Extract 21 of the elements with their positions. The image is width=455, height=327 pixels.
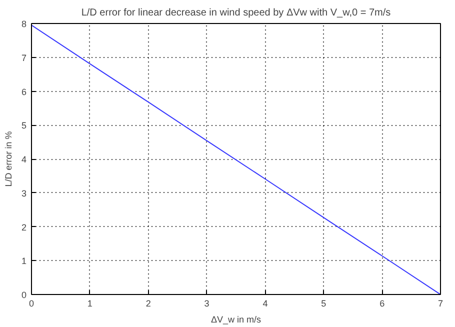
y-tick-label: 7 <box>21 52 27 63</box>
x-tick-label: 4 <box>262 298 268 308</box>
chart-title: L/D error for linear decrease in wind speed by ΔVw with V_w,0 = 7m/s <box>81 8 391 18</box>
y-tick-label: 6 <box>21 86 27 97</box>
x-tick-label: 3 <box>204 298 210 308</box>
x-tick-label: 0 <box>28 298 34 308</box>
y-tick-label: 2 <box>21 222 27 232</box>
x-axis-title: ΔV_w in m/s <box>210 314 262 324</box>
y-tick-label: 5 <box>21 120 27 131</box>
x-tick-label: 5 <box>321 298 326 308</box>
y-tick-label: 3 <box>21 188 27 198</box>
y-tick-label: 8 <box>21 19 27 29</box>
x-tick-label: 6 <box>380 298 385 308</box>
y-tick-label: 0 <box>21 290 27 300</box>
y-tick-label: 4 <box>21 154 27 164</box>
x-tick-label: 7 <box>438 298 444 308</box>
x-tick-label: 2 <box>146 298 151 308</box>
x-tick-label: 1 <box>87 298 92 308</box>
y-axis-title: L/D error in % <box>3 131 14 187</box>
y-tick-label: 1 <box>21 256 27 266</box>
line-series <box>32 24 440 294</box>
